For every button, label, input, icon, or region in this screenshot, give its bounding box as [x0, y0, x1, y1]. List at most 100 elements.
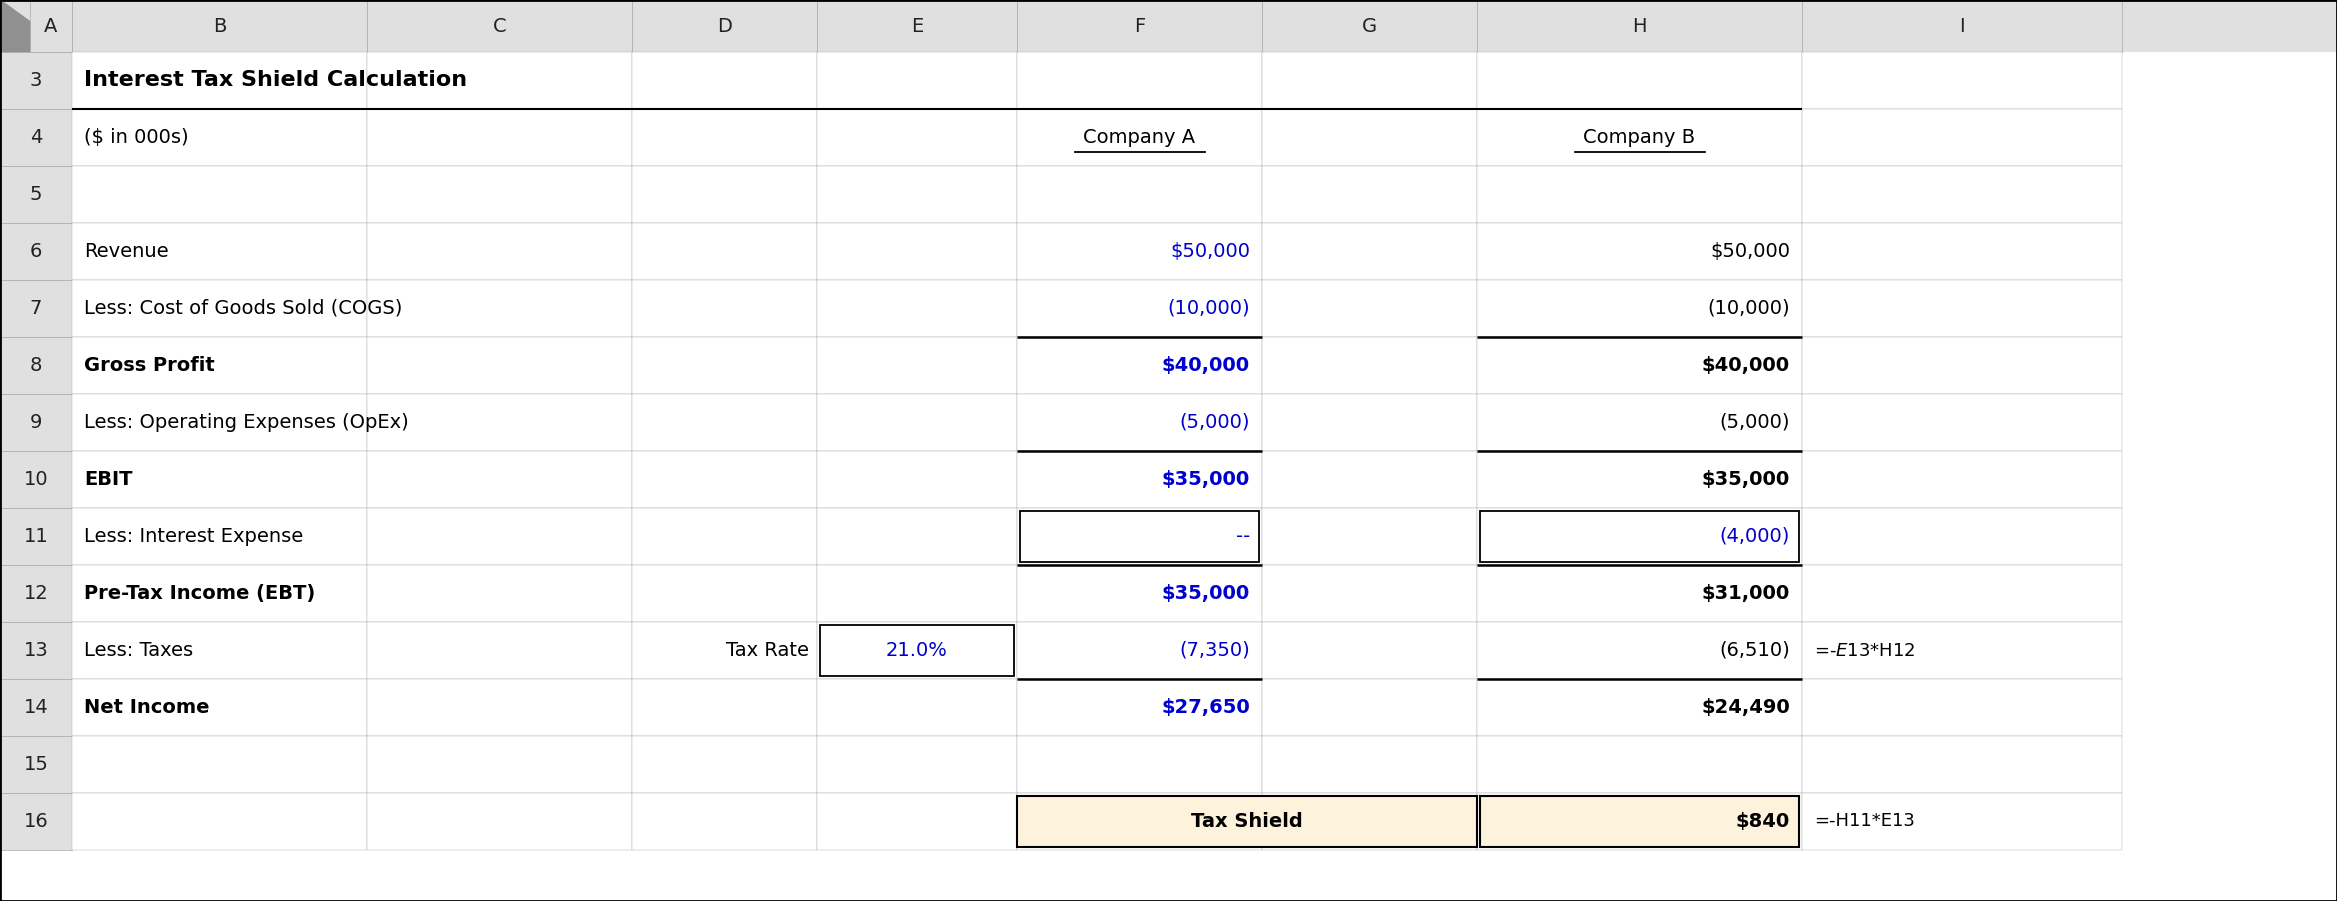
Text: $840: $840	[1736, 812, 1790, 831]
Bar	[1262, 622, 1477, 679]
Bar	[631, 337, 818, 394]
Text: Less: Cost of Goods Sold (COGS): Less: Cost of Goods Sold (COGS)	[84, 299, 402, 318]
Bar	[0, 280, 72, 337]
Bar	[1802, 679, 2122, 736]
Bar	[1262, 109, 1477, 166]
Text: 21.0%: 21.0%	[886, 641, 949, 660]
Text: Interest Tax Shield Calculation: Interest Tax Shield Calculation	[84, 70, 467, 90]
Bar	[1262, 52, 1477, 109]
Bar	[0, 679, 72, 736]
Bar	[30, 0, 72, 52]
Bar	[1802, 0, 2122, 52]
Bar	[818, 565, 1017, 622]
Bar	[1017, 109, 1262, 166]
Bar	[367, 736, 631, 793]
Bar	[72, 565, 367, 622]
Bar	[1262, 337, 1477, 394]
Bar	[1477, 565, 1802, 622]
Text: 13: 13	[23, 641, 49, 660]
Bar	[1262, 736, 1477, 793]
Bar	[1802, 337, 2122, 394]
Bar	[1477, 166, 1802, 223]
Bar	[72, 508, 367, 565]
Bar	[1477, 622, 1802, 679]
Text: 8: 8	[30, 356, 42, 375]
Bar	[72, 451, 367, 508]
Text: Company B: Company B	[1584, 128, 1697, 147]
Bar	[1477, 394, 1802, 451]
Text: EBIT: EBIT	[84, 470, 133, 489]
Text: Less: Taxes: Less: Taxes	[84, 641, 194, 660]
Bar	[1017, 52, 1262, 109]
Bar	[1017, 166, 1262, 223]
Text: $35,000: $35,000	[1161, 470, 1250, 489]
Bar	[0, 52, 72, 109]
Bar	[367, 394, 631, 451]
Bar	[818, 451, 1017, 508]
Bar	[367, 223, 631, 280]
Bar	[1262, 166, 1477, 223]
Text: (10,000): (10,000)	[1168, 299, 1250, 318]
Text: Tax Rate: Tax Rate	[727, 641, 809, 660]
Bar	[1017, 793, 1262, 850]
Bar	[367, 0, 631, 52]
Text: Tax Shield: Tax Shield	[1192, 812, 1302, 831]
Bar	[367, 451, 631, 508]
Bar	[631, 166, 818, 223]
Bar	[818, 223, 1017, 280]
Bar	[72, 337, 367, 394]
Bar	[820, 625, 1014, 676]
Bar	[1477, 280, 1802, 337]
Bar	[0, 793, 72, 850]
Bar	[631, 52, 818, 109]
Text: 16: 16	[23, 812, 49, 831]
Text: B: B	[213, 16, 227, 35]
Bar	[367, 166, 631, 223]
Text: $40,000: $40,000	[1701, 356, 1790, 375]
Bar	[631, 508, 818, 565]
Text: $35,000: $35,000	[1161, 584, 1250, 603]
Bar	[1802, 451, 2122, 508]
Text: --: --	[1236, 527, 1250, 546]
Text: 5: 5	[30, 185, 42, 204]
Bar	[72, 793, 367, 850]
Text: F: F	[1133, 16, 1145, 35]
Bar	[818, 166, 1017, 223]
Polygon shape	[0, 0, 72, 52]
Text: 12: 12	[23, 584, 49, 603]
Text: $40,000: $40,000	[1161, 356, 1250, 375]
Text: D: D	[717, 16, 731, 35]
Bar	[0, 508, 72, 565]
Bar	[818, 679, 1017, 736]
Text: =-$E$13*H12: =-$E$13*H12	[1814, 642, 1916, 660]
Bar	[818, 508, 1017, 565]
Bar	[631, 109, 818, 166]
Bar	[72, 280, 367, 337]
Bar	[367, 337, 631, 394]
Bar	[1017, 796, 1477, 847]
Bar	[367, 52, 631, 109]
Text: (6,510): (6,510)	[1720, 641, 1790, 660]
Text: 14: 14	[23, 698, 49, 717]
Bar	[1017, 0, 1262, 52]
Bar	[1477, 679, 1802, 736]
Bar	[0, 622, 72, 679]
Bar	[367, 679, 631, 736]
Text: $24,490: $24,490	[1701, 698, 1790, 717]
Bar	[72, 166, 367, 223]
Bar	[1477, 736, 1802, 793]
Bar	[1262, 451, 1477, 508]
Bar	[367, 508, 631, 565]
Text: Company A: Company A	[1084, 128, 1197, 147]
Bar	[818, 736, 1017, 793]
Bar	[1477, 508, 1802, 565]
Bar	[72, 223, 367, 280]
Bar	[818, 0, 1017, 52]
Bar	[1477, 451, 1802, 508]
Bar	[1479, 511, 1799, 562]
Bar	[1802, 166, 2122, 223]
Bar	[0, 337, 72, 394]
Bar	[631, 280, 818, 337]
Bar	[1017, 394, 1262, 451]
Bar	[818, 52, 1017, 109]
